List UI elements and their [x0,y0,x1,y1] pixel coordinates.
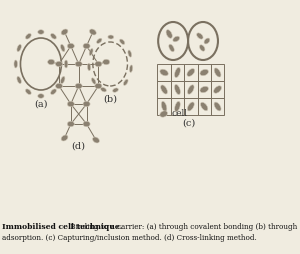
Bar [158,64,171,81]
Ellipse shape [204,38,210,44]
Ellipse shape [200,69,208,76]
Ellipse shape [26,89,31,94]
Ellipse shape [166,30,172,38]
Ellipse shape [124,79,128,85]
Ellipse shape [51,89,56,94]
Text: Immobilised cell technique.: Immobilised cell technique. [2,223,123,231]
Ellipse shape [67,101,74,107]
Bar [211,98,224,115]
Ellipse shape [160,69,168,76]
Text: (a): (a) [34,100,48,108]
Ellipse shape [169,44,174,52]
Text: adsorption. (c) Capturing/inclusion method. (d) Cross-linking method.: adsorption. (c) Capturing/inclusion meth… [2,234,257,242]
Ellipse shape [188,102,194,111]
Ellipse shape [51,34,56,39]
Ellipse shape [188,85,194,94]
Ellipse shape [67,121,74,127]
Ellipse shape [112,88,118,92]
Ellipse shape [38,94,44,98]
Ellipse shape [56,61,63,67]
Text: cell: cell [172,109,188,119]
Ellipse shape [160,111,167,117]
Ellipse shape [17,44,21,52]
Bar [171,81,184,98]
Ellipse shape [26,34,31,39]
Ellipse shape [108,35,114,39]
Ellipse shape [64,60,68,68]
Ellipse shape [61,135,68,141]
Bar [158,81,171,98]
Ellipse shape [56,83,63,89]
Ellipse shape [120,39,125,44]
Ellipse shape [214,68,221,77]
Text: Binding to a carrier: (a) through covalent bonding (b) through: Binding to a carrier: (a) through covale… [68,223,298,231]
Ellipse shape [61,29,68,35]
Ellipse shape [75,61,82,67]
Bar [197,81,211,98]
Ellipse shape [83,43,90,49]
Ellipse shape [93,137,99,143]
Ellipse shape [103,59,110,65]
Bar [197,64,211,81]
Ellipse shape [92,78,96,84]
Ellipse shape [95,61,102,67]
Ellipse shape [200,86,208,93]
Text: (d): (d) [72,141,86,151]
Ellipse shape [61,44,65,52]
Ellipse shape [200,45,205,51]
Bar [211,81,224,98]
Ellipse shape [75,83,82,89]
Bar [184,64,197,81]
Ellipse shape [14,60,17,68]
Ellipse shape [196,33,203,39]
Bar [158,98,171,115]
Ellipse shape [97,38,102,43]
Ellipse shape [130,65,133,72]
Ellipse shape [83,101,90,107]
Bar [171,64,184,81]
Text: (b): (b) [103,94,117,103]
Bar [184,98,197,115]
Ellipse shape [175,84,180,94]
Bar [197,98,211,115]
Ellipse shape [87,63,91,71]
Ellipse shape [38,30,44,34]
Ellipse shape [83,121,90,127]
Ellipse shape [161,85,167,94]
Ellipse shape [89,49,93,55]
Ellipse shape [201,102,208,111]
Ellipse shape [187,69,195,76]
Ellipse shape [48,59,55,65]
Ellipse shape [89,29,96,35]
Bar [171,98,184,115]
Ellipse shape [67,43,74,49]
Ellipse shape [17,76,21,84]
Ellipse shape [173,36,180,42]
Text: (c): (c) [182,119,196,128]
Ellipse shape [128,50,132,57]
Ellipse shape [61,76,65,84]
Bar [184,81,197,98]
Ellipse shape [175,101,180,112]
Ellipse shape [95,83,102,89]
Ellipse shape [214,86,221,93]
Ellipse shape [101,87,106,92]
Ellipse shape [214,102,221,111]
Bar [211,64,224,81]
Ellipse shape [175,67,180,77]
Ellipse shape [161,101,167,112]
